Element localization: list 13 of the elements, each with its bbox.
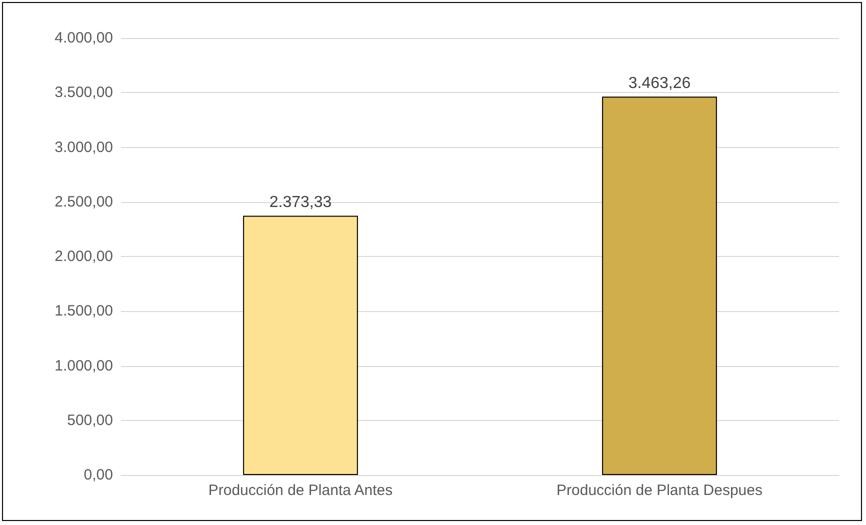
y-tick-label: 4.000,00 [54,30,113,46]
y-tick-label: 3.000,00 [54,138,113,156]
y-tick-label: 3.500,00 [54,84,113,102]
y-tick-label: 2.000,00 [54,248,113,265]
y-tick-label: 1.500,00 [54,302,113,320]
x-tick-label: Producción de Planta Antes [208,482,393,499]
data-label: 2.373,33 [269,194,332,212]
y-tick-label: 1.000,00 [54,357,113,374]
y-tick-label: 2.500,00 [54,193,113,210]
data-label: 3.463,26 [628,75,691,92]
x-tick-label: Producción de Planta Despues [556,482,762,499]
y-tick-label: 0,00 [84,466,113,484]
y-tick-label: 500,00 [67,412,113,429]
